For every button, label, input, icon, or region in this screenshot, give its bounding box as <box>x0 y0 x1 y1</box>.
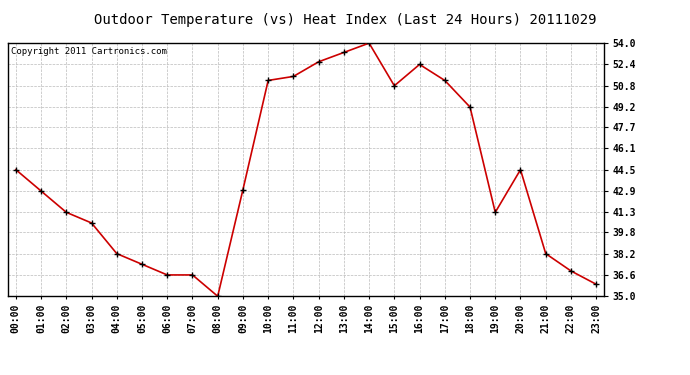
Text: Outdoor Temperature (vs) Heat Index (Last 24 Hours) 20111029: Outdoor Temperature (vs) Heat Index (Las… <box>94 13 596 27</box>
Text: Copyright 2011 Cartronics.com: Copyright 2011 Cartronics.com <box>11 47 167 56</box>
